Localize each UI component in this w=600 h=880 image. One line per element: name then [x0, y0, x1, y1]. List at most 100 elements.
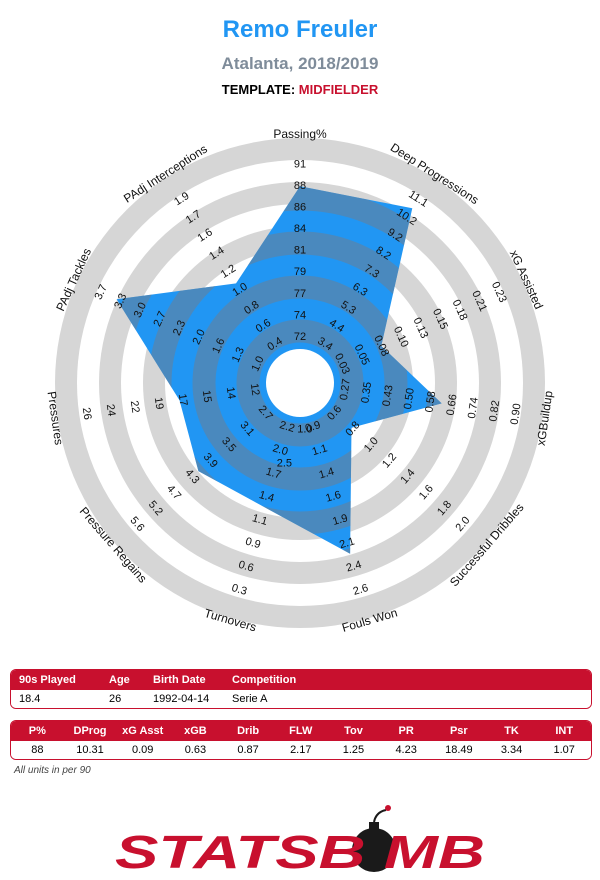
stats-value-flw: 2.17: [290, 744, 312, 756]
tick-label: 24: [104, 403, 118, 417]
tick-label: 0.35: [359, 381, 374, 404]
info-header-competition: Competition: [232, 674, 297, 686]
tick-label: 86: [294, 202, 306, 214]
tick-label: 0.74: [466, 396, 481, 419]
tick-label: 0.43: [381, 384, 396, 407]
info-value-birth-date: 1992-04-14: [153, 693, 210, 705]
tick-label: 2.3: [171, 319, 188, 338]
stats-header-pr: PR: [398, 725, 414, 737]
stats-header-xg-asst: xG Asst: [122, 725, 164, 737]
tick-label: 3.7: [93, 283, 110, 302]
tick-label: 0.9: [244, 535, 262, 551]
stats-value-dprog: 10.31: [76, 744, 104, 756]
info-header-90s: 90s Played: [19, 674, 76, 686]
info-value-90s: 18.4: [19, 693, 41, 705]
tick-label: 17: [176, 393, 190, 407]
tick-label: 1.1: [311, 442, 329, 458]
stats-header-int: INT: [555, 725, 574, 737]
tick-label: 0.90: [509, 403, 524, 426]
stats-value-xg-asst: 0.09: [132, 744, 154, 756]
tick-label: 1.9: [331, 512, 349, 528]
tick-label: 1.7: [264, 466, 282, 482]
tick-label: 1.4: [318, 466, 336, 482]
info-value-competition: Serie A: [232, 693, 268, 705]
tick-label: 0.9: [304, 419, 322, 435]
statsbomb-wordmark: STATSB MB: [115, 826, 485, 878]
tick-label: 0.3: [230, 582, 248, 598]
stats-header-psr: Psr: [449, 725, 468, 737]
tick-label: 0.27: [338, 378, 353, 401]
template-label: TEMPLATE: MIDFIELDER: [0, 82, 600, 97]
tick-label: 3.0: [132, 301, 149, 320]
stats-table-row: 88 10.31 0.09 0.63 0.87 2.17 1.25 4.23 1…: [11, 741, 591, 759]
stats-header-tov: Tov: [344, 725, 363, 737]
tick-label: 2.0: [191, 328, 208, 347]
ring-overlap: [192, 275, 408, 491]
stats-value-pr: 4.23: [395, 744, 417, 756]
info-value-age: 26: [109, 693, 122, 705]
bomb-icon: [352, 805, 396, 872]
info-table-header: 90s Played Age Birth Date Competition: [11, 670, 591, 690]
stats-header-tk: TK: [504, 725, 519, 737]
tick-label: 14: [224, 386, 238, 400]
stats-value-drib: 0.87: [237, 744, 259, 756]
template-value: MIDFIELDER: [298, 82, 379, 97]
tick-label: 3.3: [112, 292, 129, 311]
tick-label: 12: [248, 383, 262, 397]
info-table: 90s Played Age Birth Date Competition 18…: [10, 669, 592, 709]
tick-label: 2.2: [278, 419, 296, 435]
tick-label: 2.7: [151, 310, 168, 329]
tick-label: 74: [294, 309, 306, 321]
stats-header-xgb: xGB: [184, 725, 207, 737]
stats-value-xgb: 0.63: [184, 744, 207, 756]
tick-label: 72: [294, 331, 306, 343]
tick-label: 1.3: [230, 345, 247, 364]
stats-value-psr: 18.49: [445, 744, 473, 756]
stats-header-drib: Drib: [237, 725, 260, 737]
tick-label: 1.0: [249, 354, 266, 373]
axis-label: Passing%: [273, 127, 327, 141]
tick-label: 79: [294, 266, 306, 278]
tick-label: 81: [294, 245, 306, 257]
tick-label: 0.58: [423, 390, 438, 413]
stats-table-header: P% DProg xG Asst xGB Drib FLW Tov PR Psr…: [11, 721, 591, 741]
tick-label: 77: [294, 288, 306, 300]
statsbomb-logo: STATSB MB: [115, 805, 485, 878]
tick-label: 88: [294, 180, 306, 192]
radar-chart: 727477798184868891Passing%3.44.45.36.37.…: [45, 127, 556, 635]
template-label-text: TEMPLATE:: [221, 82, 296, 97]
stats-value-passing: 88: [31, 744, 44, 756]
tick-label: 0.6: [237, 559, 255, 575]
tick-label: 22: [128, 400, 142, 414]
tick-label: 84: [294, 223, 306, 235]
tick-label: 2.4: [345, 559, 363, 575]
radar-center-top: [266, 349, 334, 417]
stats-value-int: 1.07: [553, 744, 575, 756]
info-table-row: 18.4 26 1992-04-14 Serie A: [11, 690, 591, 708]
tick-label: 1.0: [297, 424, 312, 436]
stats-header-passing: P%: [28, 725, 46, 737]
team-season: Atalanta, 2018/2019: [221, 54, 379, 73]
ring-overlap: [116, 187, 442, 554]
info-header-age: Age: [109, 674, 130, 686]
tick-label: 2.6: [352, 582, 370, 598]
tick-label: 0.66: [445, 393, 460, 416]
tick-label: 15: [200, 390, 214, 404]
tick-label: 19: [152, 396, 166, 410]
tick-label: 1.1: [251, 512, 269, 528]
stats-header-flw: FLW: [289, 725, 313, 737]
stats-value-tov: 1.25: [342, 744, 365, 756]
tick-label: 91: [294, 158, 306, 170]
tick-label: 0.50: [402, 387, 417, 410]
units-footnote: All units in per 90: [14, 765, 91, 776]
player-name: Remo Freuler: [222, 16, 378, 43]
stats-header-dprog: DProg: [73, 725, 107, 737]
tick-label: 26: [80, 407, 94, 421]
tick-label: 2.1: [338, 535, 356, 551]
tick-label: 1.6: [324, 489, 342, 505]
stats-value-tk: 3.34: [500, 744, 523, 756]
tick-label: 2.5: [277, 457, 292, 469]
ring-overlap: [236, 319, 364, 447]
tick-label: 1.6: [210, 336, 227, 355]
stats-table: P% DProg xG Asst xGB Drib FLW Tov PR Psr…: [10, 720, 592, 760]
